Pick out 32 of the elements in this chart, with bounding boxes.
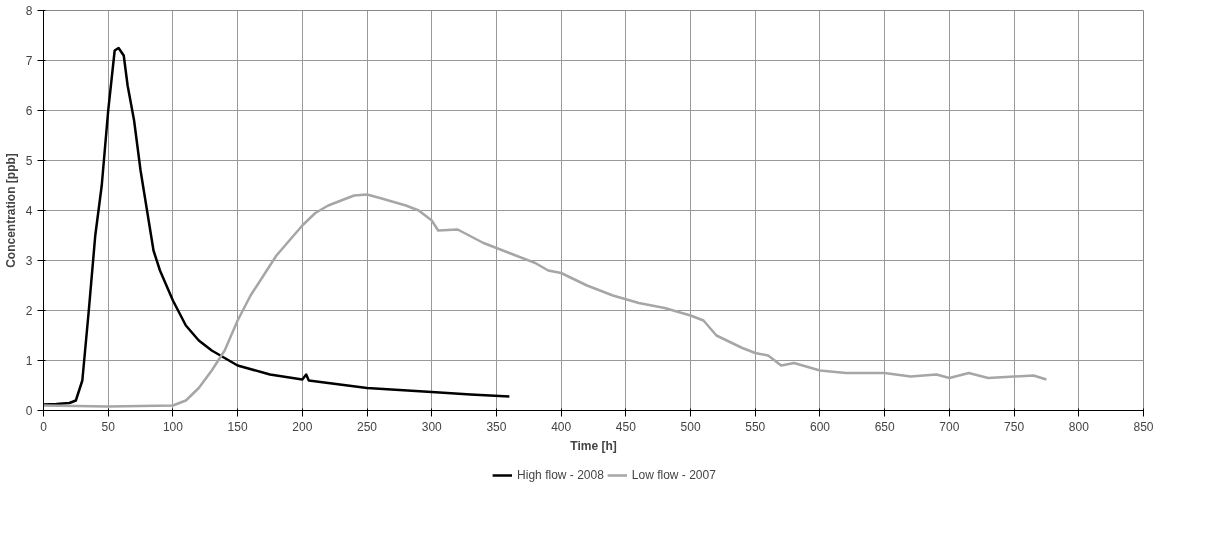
y-tick-label: 8 — [25, 4, 33, 18]
x-tick-label: 700 — [939, 419, 960, 434]
y-tick-label: 4 — [25, 204, 33, 218]
y-tick-label: 7 — [25, 54, 33, 68]
x-tick-label: 550 — [745, 419, 766, 434]
x-tick-label: 750 — [1004, 419, 1025, 434]
y-axis-title: Concentration [ppb] — [3, 153, 18, 268]
x-tick-label: 350 — [486, 419, 507, 434]
x-tick-label: 300 — [421, 419, 443, 434]
x-tick-label: 100 — [162, 419, 184, 434]
y-tick-label: 0 — [25, 404, 33, 418]
y-tick-label: 6 — [25, 104, 33, 118]
x-tick-label: 450 — [615, 419, 637, 434]
legend-label: Low flow - 2007 — [631, 468, 716, 482]
x-tick-label: 600 — [809, 419, 831, 434]
x-axis-title: Time [h] — [570, 438, 617, 453]
x-tick-label: 500 — [680, 419, 701, 434]
x-tick-label: 200 — [292, 419, 313, 434]
x-tick-label: 150 — [227, 419, 248, 434]
x-tick-label: 0 — [40, 419, 48, 434]
line-series — [43, 193, 1048, 408]
x-tick-label: 400 — [551, 419, 572, 434]
x-tick-label: 850 — [1133, 419, 1154, 434]
y-tick-label: 5 — [25, 154, 33, 168]
x-tick-label: 50 — [101, 419, 116, 434]
x-tick-label: 650 — [874, 419, 896, 434]
y-tick-label: 3 — [25, 254, 33, 268]
y-tick-label: 1 — [25, 354, 33, 368]
x-tick-label: 250 — [357, 419, 378, 434]
legend-label: High flow - 2008 — [517, 468, 604, 482]
x-tick-label: 800 — [1068, 419, 1090, 434]
y-tick-label: 2 — [25, 304, 33, 318]
